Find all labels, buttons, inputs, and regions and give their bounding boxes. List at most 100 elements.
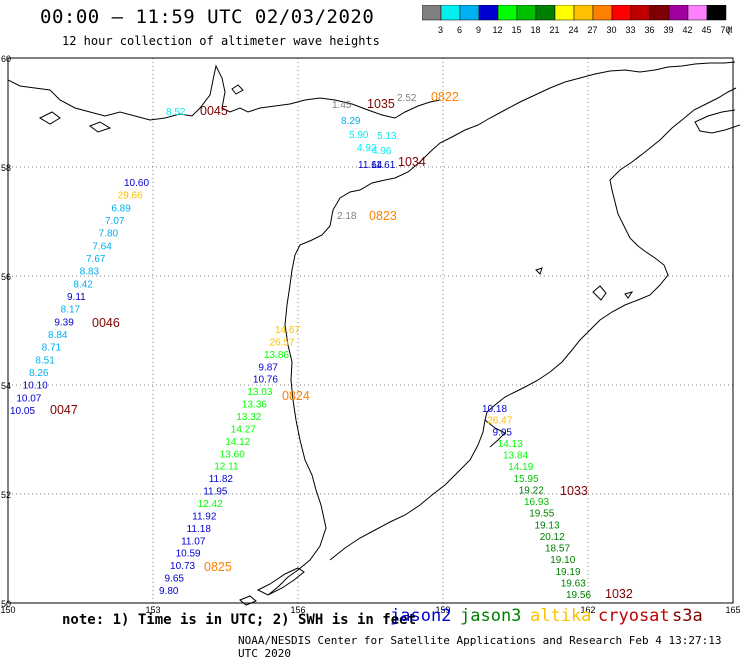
color-scale-tick: 30 bbox=[606, 25, 616, 35]
wave-height-value: 9.39 bbox=[54, 317, 74, 328]
footer-note: note: 1) Time is in UTC; 2) SWH is in fe… bbox=[62, 612, 417, 628]
wave-height-value: 10.10 bbox=[23, 381, 48, 392]
wave-height-value: 14.67 bbox=[275, 325, 300, 336]
wave-height-value: 8.83 bbox=[80, 267, 100, 278]
wave-height-value: 19.55 bbox=[529, 509, 554, 520]
lon-tick-label: 162 bbox=[580, 605, 595, 615]
wave-height-value: 5.90 bbox=[349, 130, 369, 141]
wave-height-value: 8.71 bbox=[42, 343, 62, 354]
lon-tick-label: 159 bbox=[435, 605, 450, 615]
wave-height-value: 8.52 bbox=[166, 107, 186, 118]
wave-height-value: 10.60 bbox=[124, 178, 149, 189]
wave-height-value: 10.18 bbox=[482, 404, 507, 415]
wave-height-value: 2.18 bbox=[337, 211, 357, 222]
wave-height-value: 8.42 bbox=[73, 279, 93, 290]
wave-height-value: 13.60 bbox=[220, 449, 245, 460]
wave-height-value: 26.57 bbox=[269, 337, 294, 348]
wave-height-value: 12.11 bbox=[214, 462, 239, 473]
color-scale-tick: 21 bbox=[549, 25, 559, 35]
wave-height-value: 19.13 bbox=[535, 520, 560, 531]
wave-height-value: 10.07 bbox=[16, 393, 41, 404]
lat-tick-label: 60 bbox=[1, 54, 11, 64]
pass-time-label: 0047 bbox=[50, 403, 78, 417]
color-scale-tick: 18 bbox=[530, 25, 540, 35]
wave-height-value: 9.87 bbox=[258, 362, 278, 373]
color-scale-tick: 15 bbox=[511, 25, 521, 35]
color-scale-unit: (ft) bbox=[727, 25, 732, 35]
lon-tick-label: 153 bbox=[145, 605, 160, 615]
wave-height-value: 1.45 bbox=[332, 100, 352, 111]
wave-height-value: 9.80 bbox=[159, 586, 179, 597]
wave-height-value: 2.52 bbox=[397, 93, 417, 104]
wave-height-value: 10.59 bbox=[176, 549, 201, 560]
satellite-legend-s3a: s3a bbox=[672, 606, 703, 626]
pass-time-label: 0825 bbox=[204, 560, 232, 574]
color-scale-tick: 27 bbox=[587, 25, 597, 35]
wave-height-value: 19.63 bbox=[561, 578, 586, 589]
color-scale-tick: 12 bbox=[492, 25, 502, 35]
wave-height-value: 19.10 bbox=[550, 555, 575, 566]
footer-credit: NOAA/NESDIS Center for Satellite Applica… bbox=[238, 634, 722, 660]
wave-height-value: 5.13 bbox=[377, 131, 397, 142]
pass-time-label: 1034 bbox=[398, 155, 426, 169]
wave-height-value: 13.84 bbox=[503, 451, 528, 462]
color-swatch bbox=[706, 5, 727, 21]
coastline bbox=[7, 60, 740, 606]
lat-tick-label: 50 bbox=[1, 599, 11, 609]
wave-height-value: 10.73 bbox=[170, 561, 195, 572]
map-frame bbox=[7, 57, 734, 604]
altimeter-ground-tracks: 10.60 29.666.89 7.07 7.807.64 7.67 8.838.42 9.… bbox=[10, 90, 633, 601]
wave-height-value: 19.22 bbox=[519, 485, 544, 496]
wave-height-value: 29.66 bbox=[118, 191, 143, 202]
lon-tick-label: 150 bbox=[0, 605, 15, 615]
color-scale-tick: 39 bbox=[663, 25, 673, 35]
wave-height-value: 8.26 bbox=[29, 368, 49, 379]
wave-height-value: 11.95 bbox=[203, 487, 228, 498]
wave-height-value: 11.82 bbox=[209, 474, 234, 485]
lat-tick-label: 54 bbox=[1, 381, 11, 391]
wave-height-value: 20.12 bbox=[540, 532, 565, 543]
wave-height-value: 19.19 bbox=[556, 567, 581, 578]
wave-height-value: 8.29 bbox=[341, 116, 361, 127]
wave-height-value: 12.42 bbox=[198, 499, 223, 510]
wave-height-value: 14.13 bbox=[498, 439, 523, 450]
wave-height-value: 9.11 bbox=[67, 292, 86, 303]
pass-time-label: 0046 bbox=[92, 316, 120, 330]
color-scale-tick: 3 bbox=[438, 25, 443, 35]
pass-time-label: 0824 bbox=[282, 389, 310, 403]
wave-height-value: 8.84 bbox=[48, 330, 68, 341]
wave-height-value: 8.17 bbox=[61, 305, 81, 316]
satellite-legend-cryosat: cryosat bbox=[598, 606, 670, 626]
lon-tick-label: 156 bbox=[290, 605, 305, 615]
wave-height-value: 11.07 bbox=[181, 536, 206, 547]
page-subtitle: 12 hour collection of altimeter wave hei… bbox=[62, 34, 380, 48]
pass-time-label: 1032 bbox=[605, 587, 633, 601]
wave-height-value: 8.51 bbox=[35, 355, 55, 366]
lat-tick-label: 52 bbox=[1, 490, 11, 500]
pass-time-label: 0822 bbox=[431, 90, 459, 104]
pass-time-label: 1035 bbox=[367, 97, 395, 111]
color-scale-tick: 6 bbox=[457, 25, 462, 35]
wave-height-value: 11.18 bbox=[187, 524, 212, 535]
axis-tick-labels: 150 153 156 159 162 165 50 52 54 56 58 60 bbox=[0, 54, 740, 615]
wave-height-value: 10.76 bbox=[253, 375, 278, 386]
wave-height-value: 4.92 bbox=[357, 143, 377, 154]
wave-height-value: 7.07 bbox=[105, 216, 125, 227]
color-scale-tick: 45 bbox=[701, 25, 711, 35]
color-scale-tick: 70 bbox=[720, 25, 730, 35]
color-scale-tick: 42 bbox=[682, 25, 692, 35]
wave-height-value: 14.27 bbox=[231, 424, 256, 435]
pass-time-label: 0823 bbox=[369, 209, 397, 223]
wave-height-value: 7.67 bbox=[86, 254, 106, 265]
color-scale-tick: 9 bbox=[476, 25, 481, 35]
wave-height-value: 13.03 bbox=[247, 387, 272, 398]
color-scale-tick: 24 bbox=[568, 25, 578, 35]
wave-height-value: 7.80 bbox=[99, 229, 119, 240]
satellite-legend-altika: altika bbox=[530, 606, 592, 626]
pass-time-label: 0045 bbox=[200, 104, 228, 118]
wave-height-value: 11.64 bbox=[358, 160, 383, 171]
wave-height-value: 14.19 bbox=[508, 462, 533, 473]
wave-height-value: 13.86 bbox=[264, 350, 289, 361]
wave-height-value: 9.05 bbox=[493, 427, 513, 438]
